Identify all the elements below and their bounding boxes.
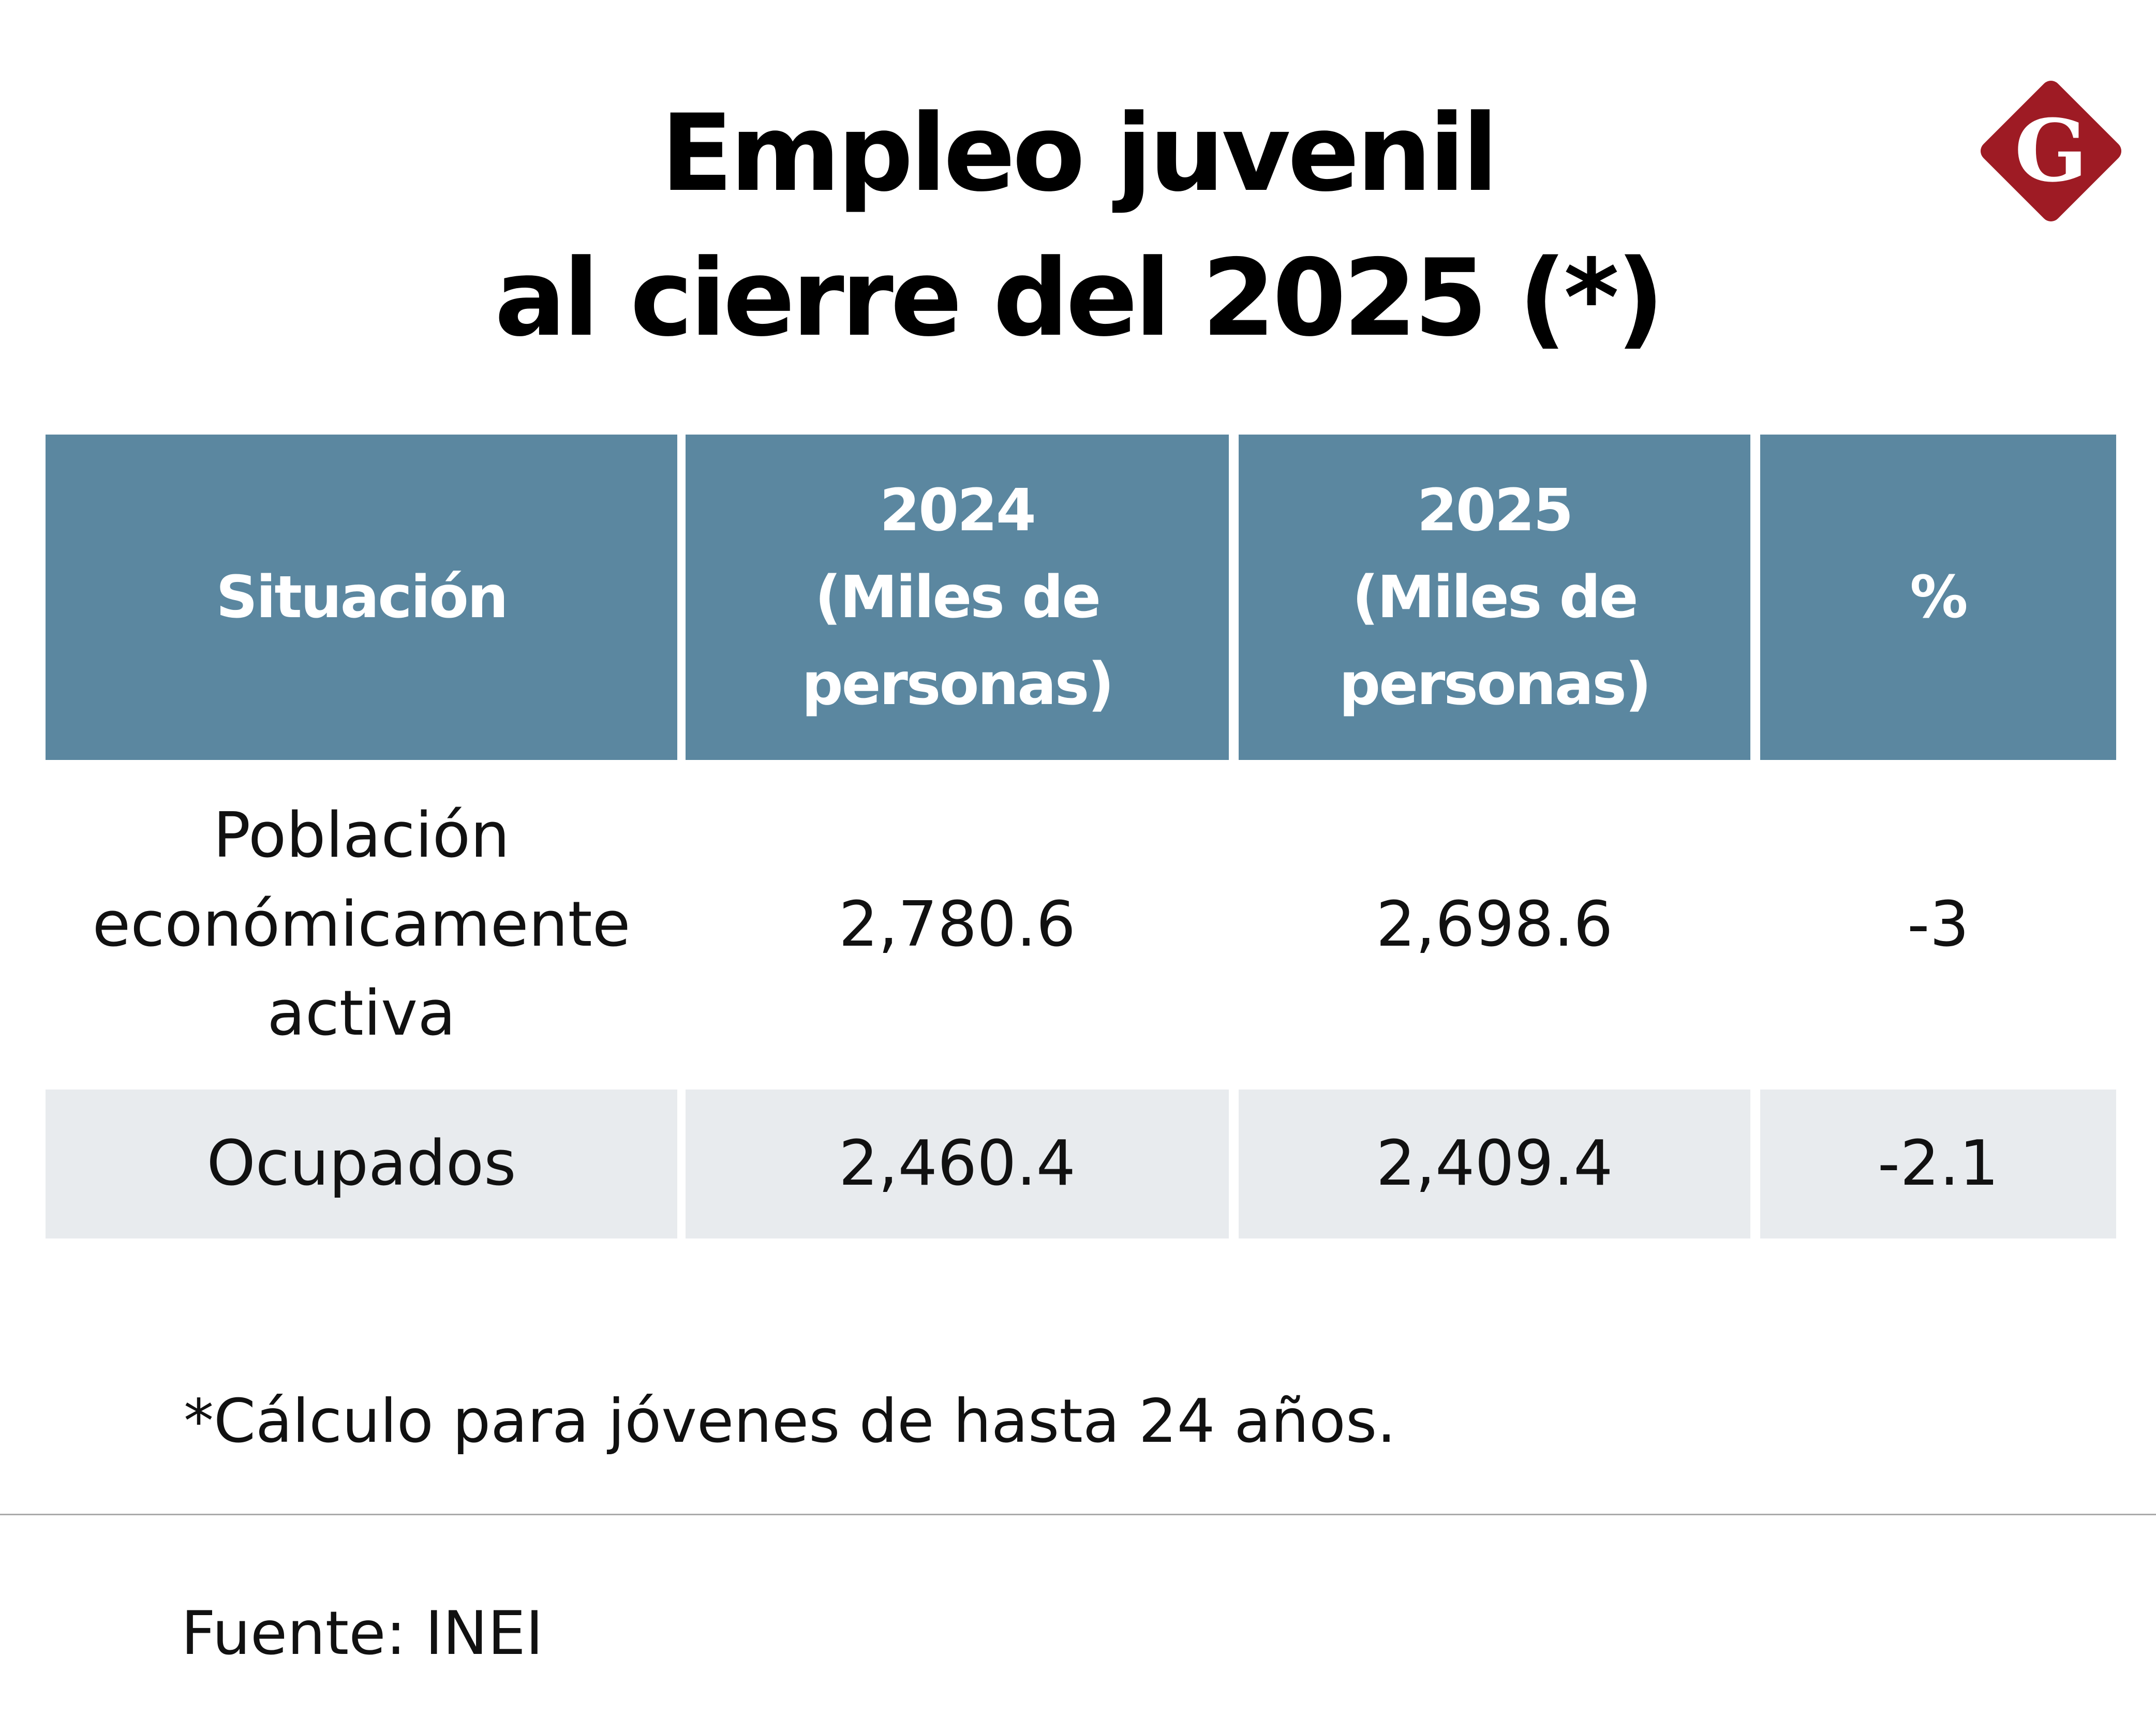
- header-2025: 2025 (Miles de personas): [1239, 435, 1750, 760]
- source: Fuente: INEI: [181, 1599, 544, 1668]
- footnote: *Cálculo para jóvenes de hasta 24 años.: [184, 1386, 1396, 1456]
- logo-g-icon: G: [1980, 80, 2122, 222]
- header-percent: %: [1760, 435, 2116, 760]
- svg-text:G: G: [2014, 100, 2087, 201]
- cell-percent: -3: [1907, 888, 1969, 961]
- header-2024: 2024 (Miles de personas): [686, 435, 1229, 760]
- title-line-1: Empleo juvenil: [660, 92, 1498, 215]
- cell-2025: 2,409.4: [1239, 1090, 1750, 1238]
- cell-percent: -2.1: [1760, 1090, 2116, 1238]
- cell-2024: 2,780.6: [838, 888, 1076, 961]
- cell-2025: 2,698.6: [1376, 888, 1613, 961]
- cell-2024: 2,460.4: [686, 1090, 1229, 1238]
- cell-situacion: Ocupados: [46, 1090, 677, 1238]
- divider: [0, 1514, 2156, 1515]
- cell-situacion: Población económicamente activa: [92, 799, 631, 1050]
- title-line-2: al cierre del 2025 (*): [494, 237, 1664, 360]
- header-situacion: Situación: [46, 435, 677, 760]
